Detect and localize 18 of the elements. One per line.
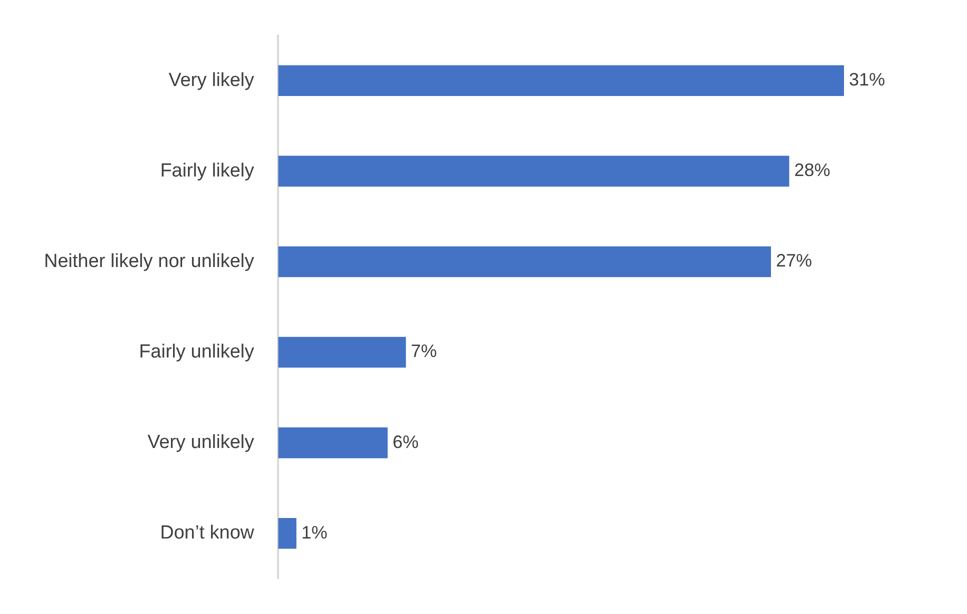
bar xyxy=(278,427,388,458)
bar xyxy=(278,518,296,549)
data-label: 1% xyxy=(301,522,328,542)
data-label: 28% xyxy=(794,160,830,180)
bar xyxy=(278,246,771,278)
data-label: 31% xyxy=(848,70,886,90)
y-tick-label: Fairly unlikely xyxy=(139,342,255,362)
y-tick-label: Very unlikely xyxy=(147,432,255,454)
y-tick-label: Neither likely nor unlikely xyxy=(44,250,255,272)
data-label: 27% xyxy=(776,250,812,271)
bar xyxy=(278,156,790,187)
data-label: 6% xyxy=(392,432,419,452)
data-label: 7% xyxy=(410,341,437,362)
y-tick-label: Very likely xyxy=(168,70,255,91)
y-tick-label: Fairly likely xyxy=(160,160,255,182)
bar xyxy=(278,65,844,96)
y-tick-label: Don’t know xyxy=(160,522,254,544)
bar xyxy=(278,336,406,368)
